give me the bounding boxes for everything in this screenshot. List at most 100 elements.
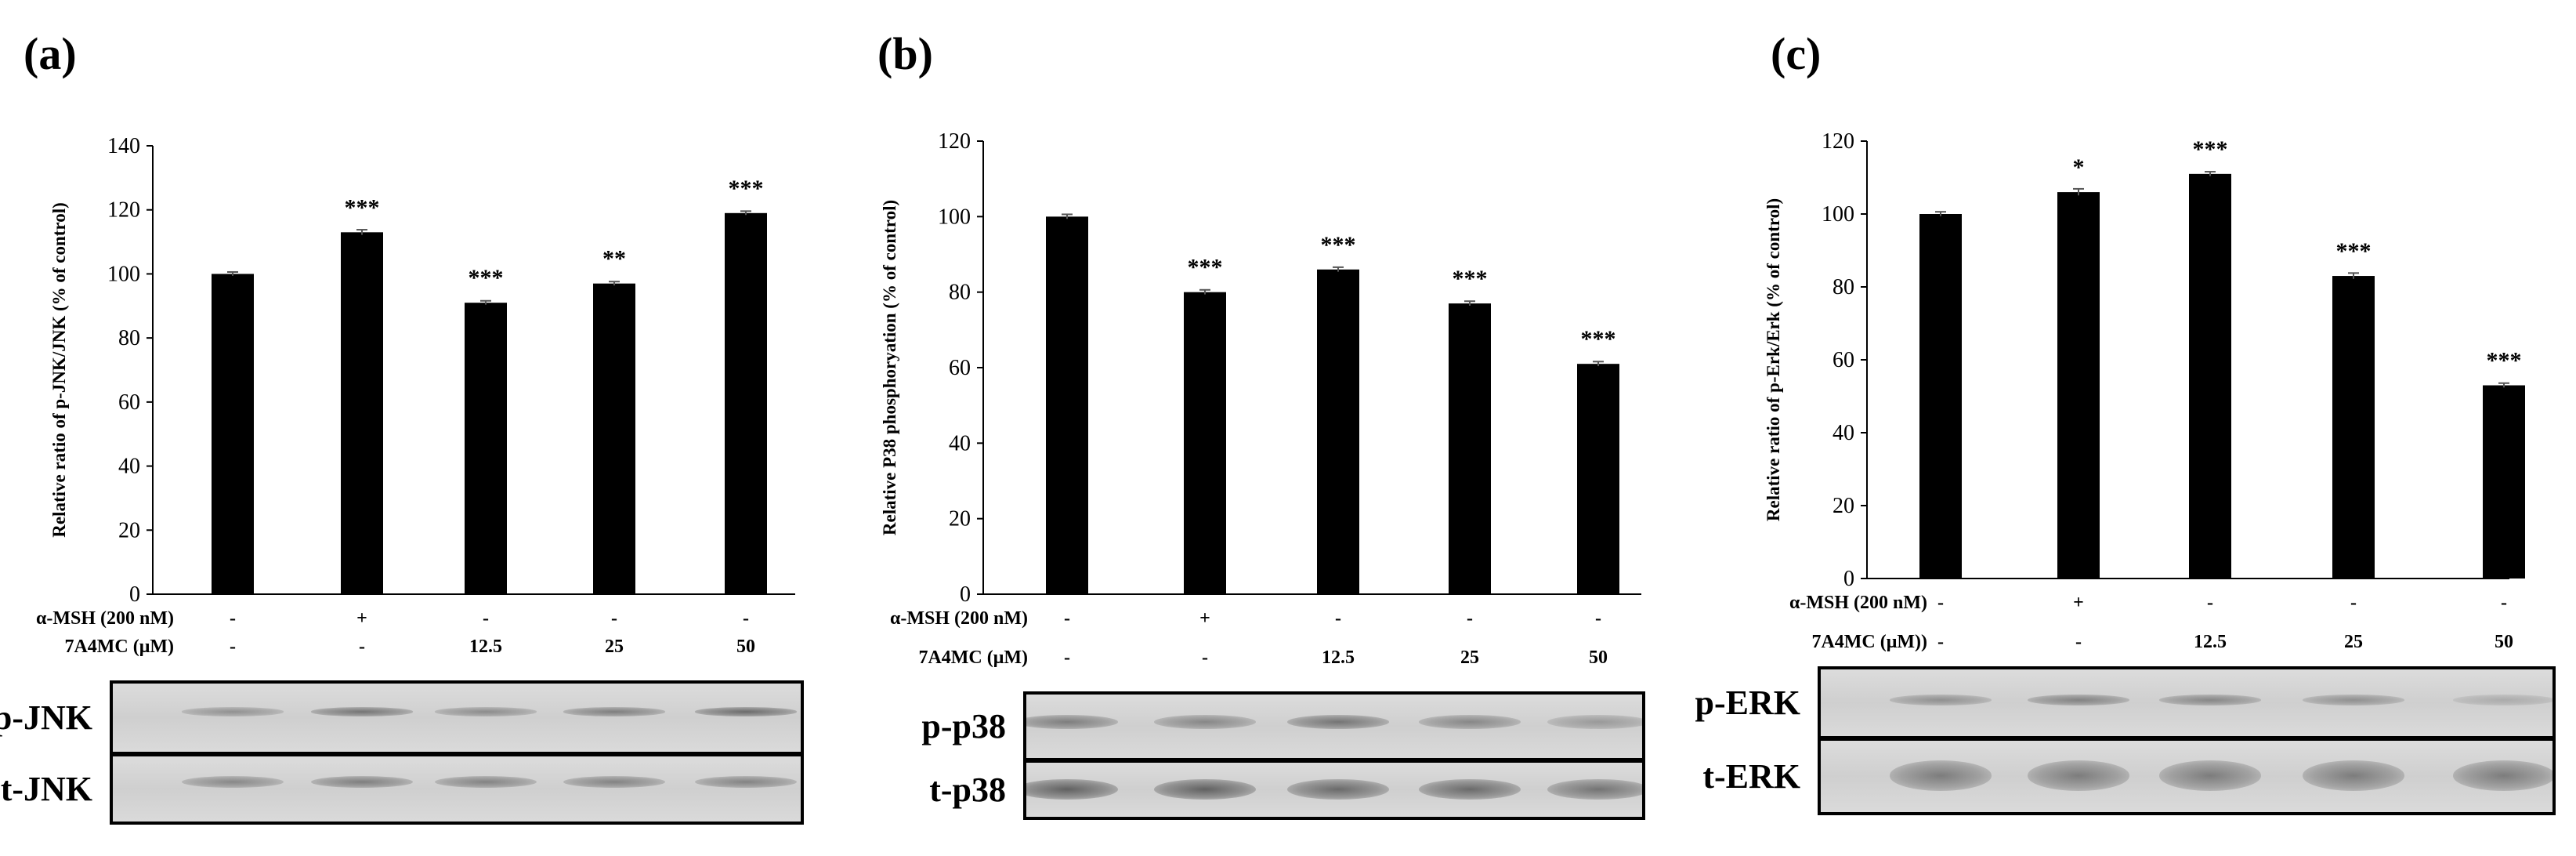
blot-image	[1023, 691, 1645, 820]
protein-band	[435, 775, 537, 788]
protein-band	[2453, 695, 2552, 705]
condition-value: -	[230, 608, 236, 629]
condition-value: -	[483, 608, 489, 629]
condition-value: 50	[2495, 632, 2513, 652]
y-tick-label: 120	[938, 129, 971, 154]
bar	[1184, 292, 1226, 594]
condition-label: 7A4MC (μM)	[918, 647, 1028, 668]
panel-letter: (b)	[877, 28, 933, 79]
protein-band	[695, 707, 797, 716]
significance-label: *	[2073, 154, 2085, 180]
panel-letter: (c)	[1771, 28, 1822, 79]
blot-strip	[113, 684, 801, 752]
bar	[1449, 303, 1491, 594]
blot-image	[1818, 666, 2556, 815]
blot-label: t-ERK	[1702, 756, 1800, 796]
condition-value: -	[230, 637, 236, 657]
significance-label: ***	[1453, 266, 1488, 292]
blot-strip	[1821, 669, 2552, 736]
blot-strip	[1026, 763, 1642, 817]
condition-value: -	[2350, 593, 2357, 613]
bar	[2057, 192, 2100, 579]
condition-value: 25	[2344, 632, 2363, 652]
protein-band	[1154, 714, 1256, 729]
y-axis-label: Relative P38 phosphoryation (% of contro…	[880, 200, 899, 535]
condition-label: 7A4MC (μM))	[1811, 632, 1927, 652]
condition-value: -	[2075, 632, 2082, 652]
condition-value: 25	[1460, 647, 1479, 668]
bar	[1577, 364, 1619, 594]
significance-label: ***	[345, 194, 380, 220]
protein-band	[2303, 760, 2404, 791]
blot-strip	[113, 756, 801, 822]
blot-label: p-JNK	[0, 698, 92, 737]
condition-value: -	[1335, 608, 1341, 629]
significance-label: ***	[2193, 136, 2228, 162]
significance-label: ***	[1581, 326, 1616, 352]
condition-label: 7A4MC (μM)	[64, 637, 174, 657]
condition-label: α-MSH (200 nM)	[889, 608, 1028, 629]
condition-value: -	[743, 608, 749, 629]
y-tick-label: 60	[949, 356, 971, 380]
y-tick-label: 60	[1833, 348, 1854, 372]
bar	[593, 283, 635, 594]
bar	[2189, 173, 2231, 579]
panel-letter: (a)	[24, 28, 77, 79]
y-tick-label: 120	[1822, 129, 1854, 154]
y-tick-label: 0	[129, 582, 140, 607]
y-tick-label: 40	[1833, 421, 1854, 445]
blot-image	[110, 680, 804, 825]
panel-a: (a) 0 20 40 60 80 100 120 140 Relative ratio of …	[0, 0, 830, 856]
protein-band	[1547, 778, 1642, 800]
bar	[212, 274, 254, 594]
y-tick-label: 40	[949, 431, 971, 455]
condition-value: -	[1467, 608, 1473, 629]
significance-label: ***	[729, 176, 764, 201]
y-tick-label: 100	[938, 205, 971, 229]
bar	[465, 303, 507, 594]
protein-band	[1287, 778, 1389, 800]
blot-strip	[1821, 741, 2552, 812]
condition-value: -	[2501, 593, 2507, 613]
protein-band	[695, 775, 797, 788]
y-tick-label: 20	[949, 507, 971, 531]
y-tick-label: 80	[118, 326, 140, 350]
condition-value: 12.5	[1322, 647, 1355, 668]
protein-band	[2453, 760, 2552, 791]
protein-band	[1890, 760, 1992, 791]
protein-band	[311, 775, 413, 788]
protein-band	[435, 707, 537, 716]
condition-value: +	[2073, 593, 2084, 613]
protein-band	[182, 707, 284, 716]
bar	[725, 212, 767, 594]
condition-value: -	[1937, 593, 1944, 613]
panel-c: (c) 0 20 40 60 80 100 120 Relative ratio of p-E…	[1695, 0, 2576, 856]
condition-value: -	[1937, 632, 1944, 652]
condition-value: -	[611, 608, 617, 629]
protein-band	[1026, 778, 1118, 800]
condition-value: -	[359, 637, 365, 657]
condition-value: 50	[1589, 647, 1608, 668]
protein-band	[2159, 695, 2261, 705]
condition-label: α-MSH (200 nM)	[1789, 593, 1927, 613]
condition-value: 12.5	[2194, 632, 2227, 652]
y-tick-label: 140	[107, 134, 140, 158]
protein-band	[1547, 714, 1642, 729]
y-tick-label: 20	[1833, 494, 1854, 518]
y-axis-label: Relative ratio of p-JNK/JNK (% of contro…	[49, 202, 69, 538]
condition-value: +	[1199, 608, 1210, 629]
significance-label: ***	[1188, 255, 1223, 281]
y-tick-label: 60	[118, 390, 140, 415]
protein-band	[311, 707, 413, 716]
blot-strip	[1026, 695, 1642, 758]
bar	[341, 232, 383, 594]
protein-band	[1419, 714, 1521, 729]
y-tick-label: 40	[118, 455, 140, 479]
condition-value: 50	[736, 637, 755, 657]
condition-value: +	[356, 608, 367, 629]
y-tick-label: 100	[1822, 202, 1854, 227]
bar-chart: 0 20 40 60 80 100 120 Relative P38 phosphoryati…	[880, 129, 1641, 607]
condition-value: -	[1595, 608, 1601, 629]
protein-band	[1154, 778, 1256, 800]
protein-band	[2159, 760, 2261, 791]
